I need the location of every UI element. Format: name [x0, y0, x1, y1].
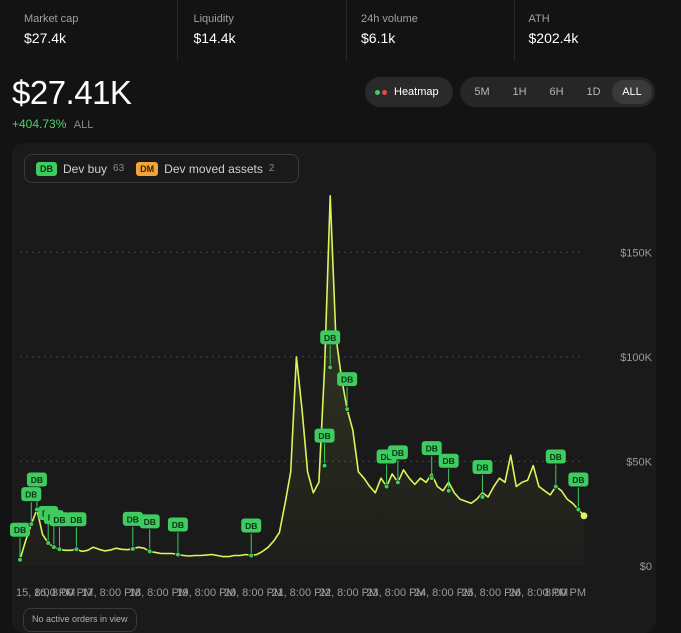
marker-point — [446, 488, 451, 493]
marker-point — [249, 553, 254, 558]
dev-buy-marker: DB — [546, 450, 566, 489]
marker-point — [29, 522, 34, 527]
dev-buy-marker: DB — [66, 512, 86, 551]
marker-label: DB — [245, 521, 257, 531]
dev-buy-count: 63 — [113, 163, 124, 174]
marker-label: DB — [572, 475, 584, 485]
marker-label: DB — [144, 517, 156, 527]
marker-point — [57, 547, 62, 552]
marker-point — [51, 545, 56, 550]
marker-label: DB — [14, 525, 26, 535]
marker-point — [328, 365, 333, 370]
marker-label: DB — [31, 475, 43, 485]
dev-buy-marker: DB — [439, 454, 459, 493]
marker-label: DB — [426, 444, 438, 454]
marker-point — [130, 546, 135, 551]
dev-buy-marker: DB — [168, 517, 188, 556]
marker-label: DB — [476, 462, 488, 472]
marker-point — [322, 463, 327, 468]
x-tick-label: 8:00 PM — [545, 587, 586, 599]
marker-point — [345, 407, 350, 412]
marker-point — [576, 507, 581, 512]
dev-buy-label: Dev buy — [63, 162, 107, 176]
marker-label: DB — [127, 514, 139, 524]
chart-legend: DB Dev buy 63 DM Dev moved assets 2 — [24, 154, 299, 183]
dev-moved-count: 2 — [269, 163, 275, 174]
marker-label: DB — [318, 431, 330, 441]
marker-label: DB — [70, 515, 82, 525]
marker-label: DB — [324, 333, 336, 343]
marker-point — [74, 547, 79, 552]
marker-label: DB — [172, 520, 184, 530]
series-area — [20, 196, 584, 566]
dev-buy-badge: DB — [36, 162, 57, 176]
no-active-orders: No active orders in view — [23, 608, 137, 632]
y-tick-label: $50K — [626, 456, 652, 468]
dev-moved-badge: DM — [136, 162, 158, 176]
y-tick-label: $0 — [640, 561, 652, 573]
y-tick-label: $100K — [620, 352, 652, 364]
marker-point — [46, 541, 51, 546]
marker-label: DB — [550, 452, 562, 462]
marker-label: DB — [25, 490, 37, 500]
marker-point — [18, 557, 23, 562]
marker-point — [395, 480, 400, 485]
marker-point — [384, 484, 389, 489]
marker-point — [429, 476, 434, 481]
marker-point — [147, 549, 152, 554]
y-tick-label: $150K — [620, 247, 652, 259]
marker-label: DB — [341, 375, 353, 385]
marker-label: DB — [53, 515, 65, 525]
marker-point — [176, 552, 181, 557]
current-price-point — [581, 512, 588, 519]
marker-label: DB — [442, 456, 454, 466]
dev-buy-marker: DB — [241, 519, 261, 558]
dev-moved-label: Dev moved assets — [164, 162, 263, 176]
marker-point — [480, 495, 485, 500]
marker-point — [553, 484, 558, 489]
marker-label: DB — [392, 448, 404, 458]
